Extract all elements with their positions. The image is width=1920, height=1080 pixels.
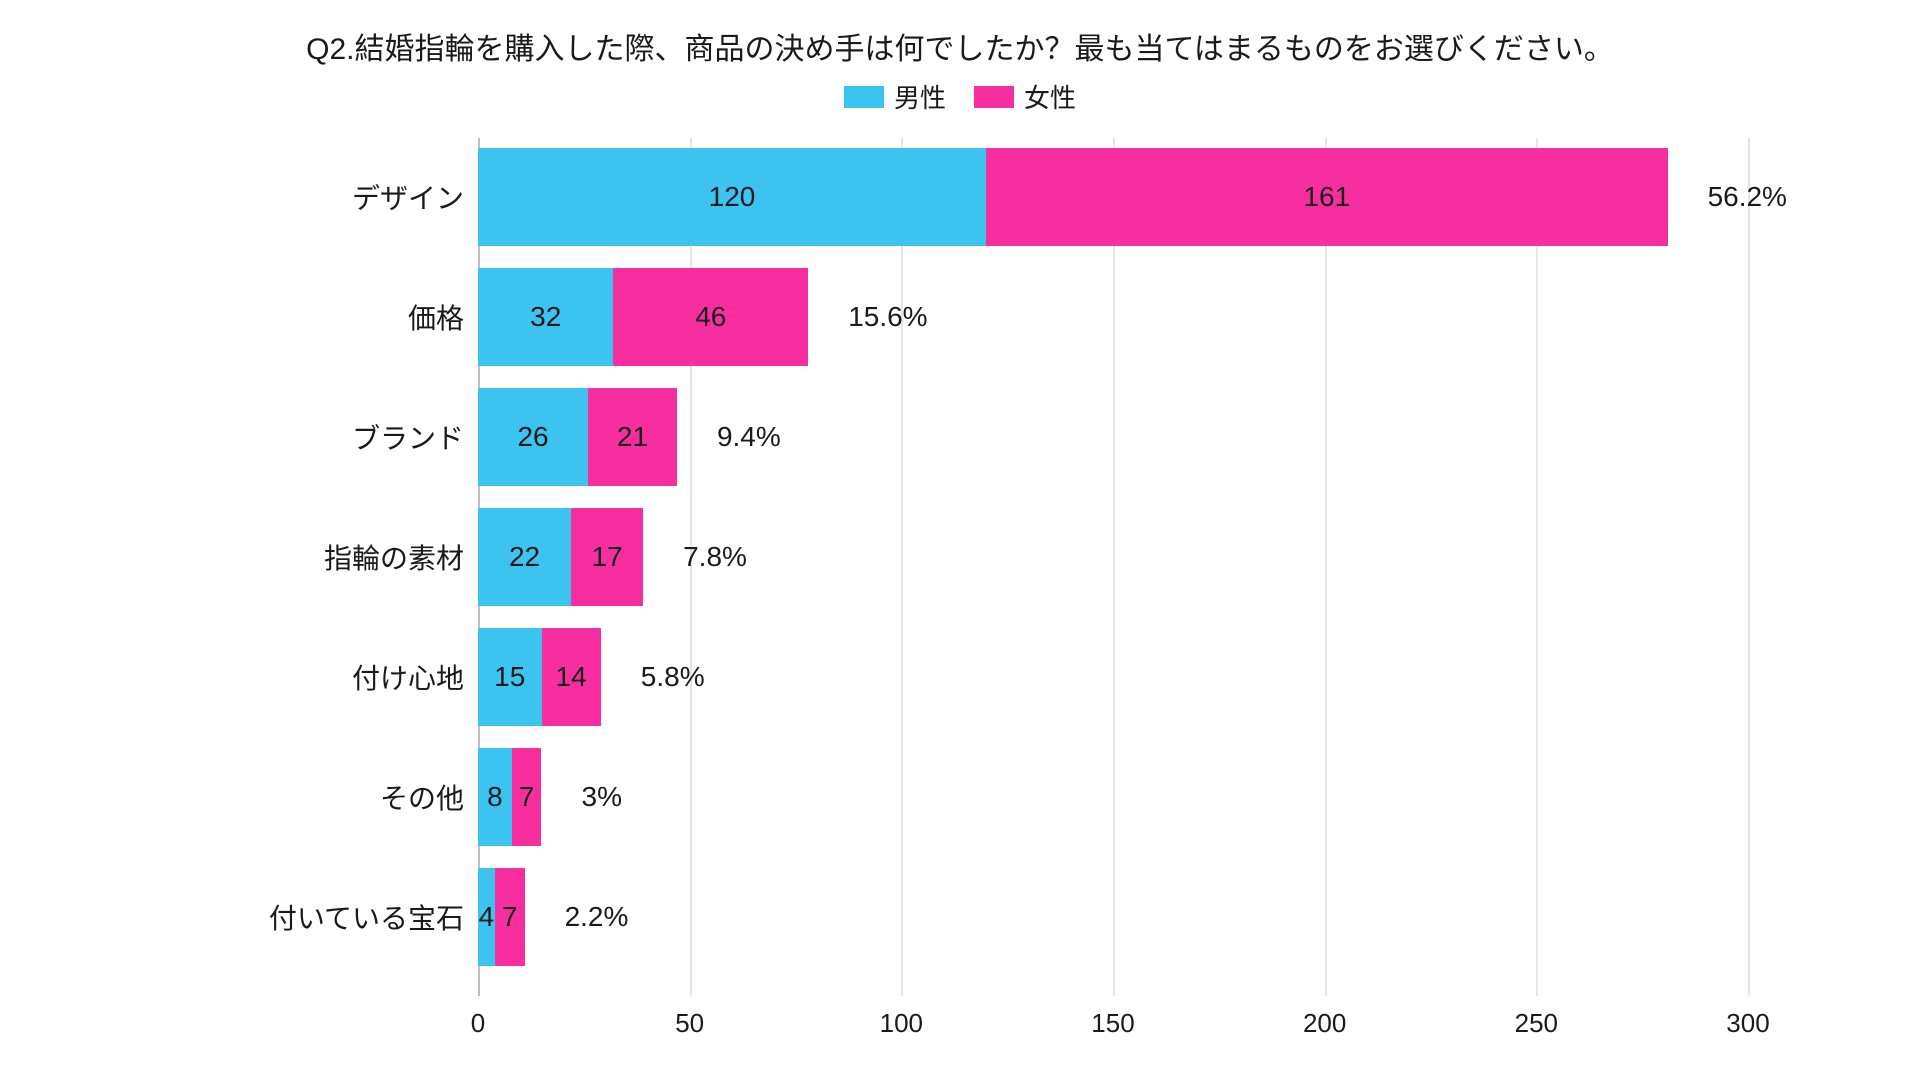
- bar-segment-female: 7: [495, 868, 525, 966]
- category-label: 付け心地: [352, 657, 478, 697]
- category-label: 価格: [408, 297, 478, 337]
- bar-row: ブランド26219.4%: [478, 388, 1748, 486]
- bar-segment-female: 17: [571, 508, 643, 606]
- percent-label: 7.8%: [683, 541, 747, 573]
- percent-label: 2.2%: [565, 901, 629, 933]
- percent-label: 3%: [582, 781, 622, 813]
- category-label: ブランド: [352, 417, 478, 457]
- x-tick-label: 150: [1091, 1008, 1134, 1039]
- chart-legend: 男性 女性: [0, 78, 1920, 115]
- percent-label: 5.8%: [641, 661, 705, 693]
- category-label: 指輪の素材: [324, 537, 478, 577]
- category-label: デザイン: [352, 177, 478, 217]
- gridline: [1748, 138, 1750, 996]
- bar-segment-female: 7: [512, 748, 542, 846]
- percent-label: 56.2%: [1708, 181, 1787, 213]
- bar-segment-male: 26: [478, 388, 588, 486]
- chart-plot-area: 050100150200250300デザイン12016156.2%価格32461…: [478, 138, 1748, 996]
- legend-label: 女性: [1024, 78, 1076, 115]
- legend-item: 男性: [844, 78, 946, 115]
- category-label: 付いている宝石: [269, 897, 478, 937]
- bar-segment-male: 4: [478, 868, 495, 966]
- x-tick-label: 0: [471, 1008, 485, 1039]
- bar-segment-male: 22: [478, 508, 571, 606]
- x-tick-label: 100: [880, 1008, 923, 1039]
- legend-swatch: [844, 86, 884, 108]
- bar-row: 指輪の素材22177.8%: [478, 508, 1748, 606]
- bar-row: デザイン12016156.2%: [478, 148, 1748, 246]
- bar-segment-female: 161: [986, 148, 1668, 246]
- category-label: その他: [380, 777, 478, 817]
- bar-row: 付いている宝石472.2%: [478, 868, 1748, 966]
- x-tick-label: 200: [1303, 1008, 1346, 1039]
- bar-segment-male: 32: [478, 268, 613, 366]
- bar-row: その他873%: [478, 748, 1748, 846]
- x-tick-label: 250: [1515, 1008, 1558, 1039]
- bar-segment-male: 120: [478, 148, 986, 246]
- legend-item: 女性: [974, 78, 1076, 115]
- bar-segment-female: 21: [588, 388, 677, 486]
- x-tick-label: 50: [675, 1008, 704, 1039]
- bar-segment-male: 15: [478, 628, 542, 726]
- chart-container: Q2.結婚指輪を購入した際、商品の決め手は何でしたか？最も当てはまるものをお選び…: [0, 0, 1920, 1080]
- percent-label: 9.4%: [717, 421, 781, 453]
- legend-swatch: [974, 86, 1014, 108]
- legend-label: 男性: [894, 78, 946, 115]
- bar-row: 付け心地15145.8%: [478, 628, 1748, 726]
- bar-segment-male: 8: [478, 748, 512, 846]
- percent-label: 15.6%: [848, 301, 927, 333]
- bar-segment-female: 46: [613, 268, 808, 366]
- bar-segment-female: 14: [542, 628, 601, 726]
- x-tick-label: 300: [1726, 1008, 1769, 1039]
- chart-title: Q2.結婚指輪を購入した際、商品の決め手は何でしたか？最も当てはまるものをお選び…: [0, 24, 1920, 68]
- bar-row: 価格324615.6%: [478, 268, 1748, 366]
